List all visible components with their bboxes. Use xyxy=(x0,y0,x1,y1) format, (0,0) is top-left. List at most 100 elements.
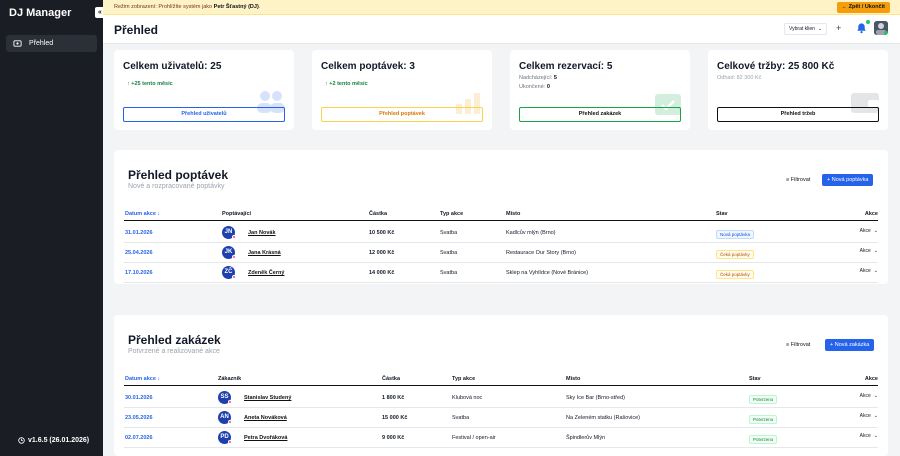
upcoming-label: Nadcházející: xyxy=(519,75,553,81)
actions-dropdown[interactable]: Akce ⌄ xyxy=(860,433,878,439)
client-select[interactable]: Vybrat klien ⌄ xyxy=(784,23,828,35)
table-row: 02.07.2026 PD Petra Dvořáková 9 000 Kč F… xyxy=(124,428,878,448)
app-title: DJ Manager xyxy=(9,7,72,19)
chevron-down-icon: ⌄ xyxy=(817,26,823,32)
collapse-sidebar-button[interactable]: « xyxy=(95,7,105,18)
finished-line: Ukončené: 0 xyxy=(519,84,550,90)
col-date[interactable]: Datum akce ↓ xyxy=(125,211,161,217)
avatar-initials: JN xyxy=(224,229,233,235)
actions-dropdown[interactable]: Akce ⌄ xyxy=(860,228,878,234)
chevron-down-icon: ⌄ xyxy=(873,393,878,399)
avatar: ZČ xyxy=(222,266,236,279)
status-badge: Potvrzeno xyxy=(749,395,778,404)
inquiries-overview-button[interactable]: Přehled poptávek xyxy=(321,107,483,122)
card-title: Celkem rezervací: 5 xyxy=(519,61,613,72)
inquiries-card: Celkem poptávek: 3 ↑ +2 tento měsíc Přeh… xyxy=(312,50,492,130)
finished-label: Ukončené: xyxy=(519,84,546,90)
avatar: JK xyxy=(222,246,236,259)
row-type: Svatba xyxy=(440,250,458,256)
actions-dropdown[interactable]: Akce ⌄ xyxy=(860,393,878,399)
banner-suffix: . xyxy=(258,4,261,10)
row-date[interactable]: 25.04.2026 xyxy=(125,250,153,256)
orders-section: Přehled zakázek Potvrzené a realizované … xyxy=(114,315,888,456)
row-name[interactable]: Petra Dvořáková xyxy=(244,435,288,441)
row-type: Festival / open-air xyxy=(452,435,496,441)
finished-value: 0 xyxy=(546,84,550,90)
revenue-card: Celkové tržby: 25 800 Kč Odhad: 82 300 K… xyxy=(708,50,888,130)
banner-prefix: Režim zobrazení: Prohlížíte systém jako xyxy=(114,4,213,10)
row-date[interactable]: 23.05.2026 xyxy=(125,415,153,421)
col-actions: Akce xyxy=(864,376,878,382)
section-subtitle: Nové a rozpracované poptávky xyxy=(128,183,225,190)
actions-dropdown[interactable]: Akce ⌄ xyxy=(860,413,878,419)
row-name[interactable]: Zdeněk Černý xyxy=(248,270,285,276)
revenue-overview-button[interactable]: Přehled tržeb xyxy=(717,107,879,122)
new-order-button[interactable]: + Nová zakázka xyxy=(825,339,875,351)
actions-dropdown[interactable]: Akce ⌄ xyxy=(860,248,878,254)
chevron-down-icon: ⌄ xyxy=(873,248,878,254)
status-badge: Čeká poptávky xyxy=(716,250,754,259)
row-type: Svatba xyxy=(440,270,458,276)
users-card: Celkem uživatelů: 25 ↑ +25 tento měsíc P… xyxy=(114,50,294,130)
impersonation-banner: Režim zobrazení: Prohlížíte systém jako … xyxy=(103,0,900,15)
actions-label: Akce xyxy=(859,413,871,419)
version-info: v1.6.5 (26.01.2026) xyxy=(18,437,89,444)
orders-overview-button[interactable]: Přehled zakázek xyxy=(519,107,681,122)
row-place: Sklep na Vyhlídce (Nové Bránice) xyxy=(506,270,589,276)
add-button[interactable]: + xyxy=(836,23,842,33)
actions-dropdown[interactable]: Akce ⌄ xyxy=(860,268,878,274)
col-actions: Akce xyxy=(864,211,878,217)
row-place: Kadlcův mlýn (Brno) xyxy=(506,230,556,236)
table-row: 25.04.2026 JK Jana Krásná 12 000 Kč Svat… xyxy=(124,243,878,263)
users-overview-button[interactable]: Přehled uživatelů xyxy=(123,107,285,122)
page-title: Přehled xyxy=(114,23,159,37)
avatar-initials: AN xyxy=(220,414,229,420)
row-name[interactable]: Jan Novák xyxy=(248,230,276,236)
filter-button[interactable]: ≡ Filtrovat xyxy=(786,342,811,348)
row-name[interactable]: Jana Krásná xyxy=(248,250,281,256)
upcoming-value: 5 xyxy=(553,75,557,81)
avatar[interactable] xyxy=(874,21,888,35)
avatar: PD xyxy=(218,431,232,444)
row-date[interactable]: 02.07.2026 xyxy=(125,435,153,441)
chevron-down-icon: ⌄ xyxy=(873,413,878,419)
row-date[interactable]: 31.01.2026 xyxy=(125,230,153,236)
status-badge: Čeká poptávky xyxy=(716,270,754,279)
notification-dot xyxy=(866,20,870,24)
new-inquiry-button[interactable]: + Nová poptávka xyxy=(822,174,874,186)
row-amount: 14 000 Kč xyxy=(369,270,395,276)
avatar-initials: PD xyxy=(220,434,229,440)
card-title: Celkem poptávek: 3 xyxy=(321,61,415,72)
status-badge: Potvrzeno xyxy=(749,415,778,424)
row-date[interactable]: 17.10.2026 xyxy=(125,270,153,276)
exit-impersonation-button[interactable]: ← Zpět / Ukončit xyxy=(836,2,890,13)
sidebar: DJ Manager « Přehled v1.6.5 (26.01.2026) xyxy=(0,0,105,456)
chart-icon xyxy=(456,93,480,114)
table-row: 30.01.2026 SS Stanislav Studený 1 800 Kč… xyxy=(124,388,878,408)
status-badge: Potvrzeno xyxy=(749,435,778,444)
col-amount: Částka xyxy=(369,211,388,217)
users-icon xyxy=(257,91,285,113)
actions-label: Akce xyxy=(859,393,871,399)
client-select-value: Vybrat klien xyxy=(789,26,815,32)
card-trend: ↑ +25 tento měsíc xyxy=(127,81,173,87)
row-name[interactable]: Stanislav Studený xyxy=(244,395,292,401)
filter-button[interactable]: ≡ Filtrovat xyxy=(786,177,811,183)
col-amount: Částka xyxy=(382,376,401,382)
row-name[interactable]: Aneta Nováková xyxy=(244,415,287,421)
reservations-card: Celkem rezervací: 5 Nadcházející: 5 Ukon… xyxy=(510,50,690,130)
col-status: Stav xyxy=(749,376,761,382)
row-date[interactable]: 30.01.2026 xyxy=(125,395,153,401)
avatar: AN xyxy=(218,411,232,424)
section-title: Přehled poptávek xyxy=(128,168,229,182)
sidebar-item-prehled[interactable]: Přehled xyxy=(6,35,97,52)
bell-icon[interactable] xyxy=(856,22,867,36)
row-type: Svatba xyxy=(440,230,458,236)
col-date[interactable]: Datum akce ↓ xyxy=(125,376,161,382)
estimate-text: Odhad: 82 300 Kč xyxy=(717,75,762,81)
dashboard-icon xyxy=(13,40,22,47)
col-requester: Poptávající xyxy=(222,211,252,217)
version-label: v1.6.5 (26.01.2026) xyxy=(28,437,90,444)
calendar-check-icon xyxy=(655,94,681,115)
avatar-initials: JK xyxy=(224,249,233,255)
